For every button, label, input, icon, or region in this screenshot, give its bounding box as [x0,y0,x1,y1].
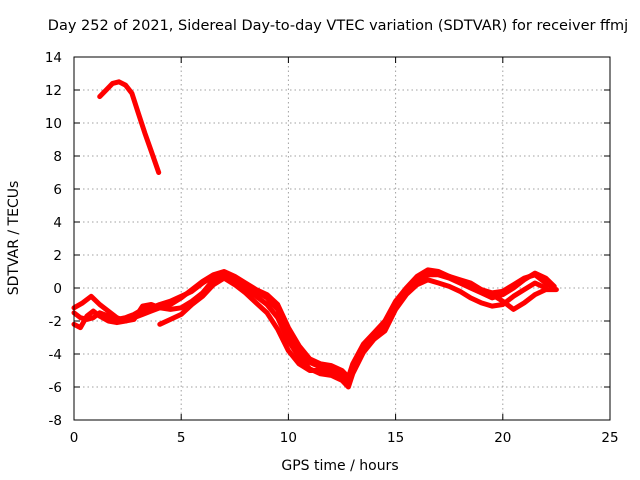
y-tick-label: -2 [49,314,62,330]
chart-title: Day 252 of 2021, Sidereal Day-to-day VTE… [48,18,628,34]
x-tick-label: 0 [70,430,79,446]
y-tick-label: 10 [45,116,62,132]
series-line-5 [157,270,559,387]
x-tick-label: 25 [601,430,618,446]
x-tick-label: 20 [494,430,511,446]
y-tick-label: 6 [53,182,62,198]
y-tick-label: 12 [45,83,62,99]
data-series [71,79,559,390]
x-tick-label: 15 [387,430,404,446]
grid [74,57,610,420]
y-tick-labels: -8 -6 -4 -2 0 2 4 6 8 10 12 14 [45,50,62,429]
plot-frame [73,56,611,421]
y-tick-label: 0 [53,281,62,297]
x-tick-labels: 0 5 10 15 20 25 [70,430,619,446]
x-tick-label: 5 [177,430,186,446]
x-tick-label: 10 [280,430,297,446]
y-tick-label: 4 [53,215,62,231]
y-tick-label: -6 [49,380,62,396]
y-tick-label: -8 [49,413,62,429]
y-tick-label: -4 [49,347,62,363]
y-tick-label: 2 [53,248,62,264]
y-axis-label: SDTVAR / TECUs [6,181,22,296]
series-line-1 [97,79,162,175]
series-line-4 [71,270,549,390]
x-axis-label: GPS time / hours [281,458,398,474]
y-tick-label: 8 [53,149,62,165]
y-tick-label: 14 [45,50,62,66]
